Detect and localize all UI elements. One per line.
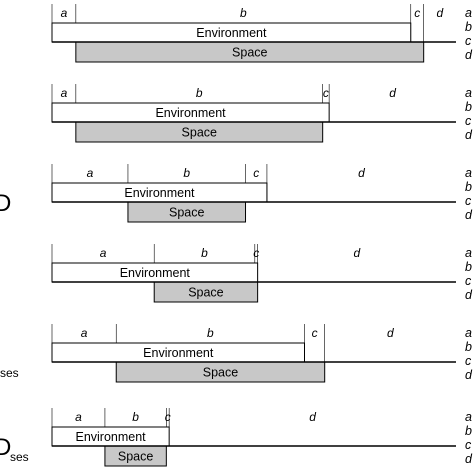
environment-bar-label: Environment — [75, 430, 146, 444]
environment-bar-label: Environment — [120, 266, 191, 280]
legend-letter-d: d — [465, 288, 473, 302]
environment-bar-label: Environment — [196, 26, 267, 40]
environment-bar-label: Environment — [124, 186, 195, 200]
environment-bar-label: Environment — [143, 346, 214, 360]
legend-letter-c: c — [465, 438, 472, 452]
segment-label-c: c — [165, 410, 171, 424]
segment-label-a: a — [75, 410, 82, 424]
legend-letter-b: b — [465, 20, 472, 34]
legend-letter-c: c — [465, 194, 472, 208]
legend-letter-b: b — [465, 180, 472, 194]
segment-label-d: d — [353, 246, 360, 260]
row-side-label: D — [0, 434, 11, 461]
space-bar-label: Space — [169, 206, 204, 220]
legend-letter-d: d — [465, 128, 473, 142]
segment-label-a: a — [87, 166, 94, 180]
segment-label-b: b — [207, 326, 214, 340]
legend-letter-b: b — [465, 260, 472, 274]
segment-label-c: c — [253, 246, 259, 260]
space-bar-label: Space — [188, 286, 223, 300]
segment-label-d: d — [387, 326, 394, 340]
legend-letter-d: d — [465, 452, 473, 466]
legend-letter-a: a — [465, 410, 472, 424]
segment-label-d: d — [389, 86, 396, 100]
space-bar-label: Space — [232, 46, 267, 60]
legend-letter-a: a — [465, 86, 472, 100]
segment-label-a: a — [81, 326, 88, 340]
segment-label-c: c — [414, 6, 420, 20]
segment-label-b: b — [201, 246, 208, 260]
legend-letter-a: a — [465, 6, 472, 20]
segment-label-d: d — [436, 6, 443, 20]
segment-label-d: d — [358, 166, 365, 180]
segment-label-c: c — [323, 86, 329, 100]
environment-bar-label: Environment — [155, 106, 226, 120]
row-side-subscript: ses — [0, 366, 19, 380]
segment-label-b: b — [196, 86, 203, 100]
legend-letter-c: c — [465, 114, 472, 128]
segment-label-b: b — [183, 166, 190, 180]
space-bar-label: Space — [118, 450, 153, 464]
space-bar-label: Space — [203, 366, 238, 380]
segment-label-c: c — [312, 326, 318, 340]
legend-letter-d: d — [465, 368, 473, 382]
row-side-label: D — [0, 190, 11, 217]
legend-letter-b: b — [465, 424, 472, 438]
segment-label-b: b — [240, 6, 247, 20]
legend-letter-a: a — [465, 326, 472, 340]
space-bar-label: Space — [182, 126, 217, 140]
segment-label-a: a — [100, 246, 107, 260]
segment-label-b: b — [132, 410, 139, 424]
legend-letter-a: a — [465, 246, 472, 260]
legend-letter-b: b — [465, 340, 472, 354]
segment-label-d: d — [309, 410, 316, 424]
legend-letter-d: d — [465, 48, 473, 62]
legend-letter-a: a — [465, 166, 472, 180]
legend-letter-c: c — [465, 34, 472, 48]
segment-label-a: a — [61, 86, 68, 100]
legend-letter-c: c — [465, 274, 472, 288]
row-side-subscript: ses — [10, 450, 29, 464]
legend-letter-b: b — [465, 100, 472, 114]
segment-label-c: c — [253, 166, 259, 180]
legend-letter-d: d — [465, 208, 473, 222]
segment-label-a: a — [61, 6, 68, 20]
legend-letter-c: c — [465, 354, 472, 368]
